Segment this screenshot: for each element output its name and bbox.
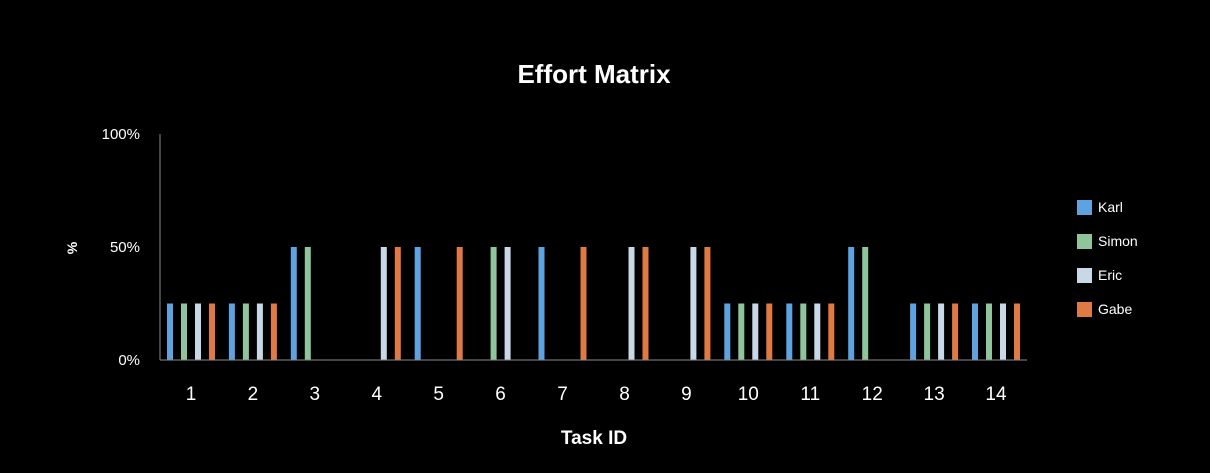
bar-eric-task-6 (504, 247, 511, 360)
legend-label-karl: Karl (1098, 199, 1123, 215)
x-tick-label: 14 (985, 384, 1007, 405)
x-axis-ticks: 1 2 3 4 5 6 7 8 9 10 11 12 13 14 (186, 384, 1007, 405)
bar-plot-area (167, 247, 1020, 360)
bar-eric-task-2 (256, 303, 263, 360)
legend-swatch-simon (1077, 234, 1092, 249)
bar-gabe-task-1 (209, 303, 215, 360)
x-tick-label: 9 (681, 384, 692, 405)
chart-title: Effort Matrix (517, 59, 671, 89)
bar-karl-task-5 (414, 247, 421, 360)
y-axis-ticks: 0% 50% 100% (102, 126, 140, 369)
x-tick-label: 6 (495, 384, 506, 405)
x-tick-label: 4 (372, 384, 383, 405)
x-tick-label: 13 (924, 384, 945, 405)
bar-gabe-task-5 (456, 247, 463, 360)
bar-eric-task-8 (628, 247, 635, 360)
bar-eric-task-14 (1000, 303, 1006, 360)
x-tick-label: 10 (738, 384, 759, 405)
x-axis-title: Task ID (561, 428, 627, 449)
bar-karl-task-1 (167, 303, 173, 360)
x-tick-label: 12 (862, 384, 883, 405)
bar-simon-task-10 (738, 303, 745, 360)
bar-karl-task-11 (786, 303, 793, 360)
legend-label-eric: Eric (1098, 267, 1122, 283)
x-tick-label: 7 (557, 384, 568, 405)
bar-simon-task-14 (986, 303, 992, 360)
x-tick-label: 3 (310, 384, 321, 405)
bar-karl-task-13 (910, 303, 917, 360)
legend-label-simon: Simon (1098, 233, 1138, 249)
bar-gabe-task-8 (642, 247, 649, 360)
bar-eric-task-10 (752, 303, 759, 360)
y-tick-label: 100% (102, 126, 140, 143)
legend-swatch-karl (1077, 200, 1092, 215)
legend-swatch-eric (1077, 268, 1092, 283)
bar-gabe-task-7 (580, 247, 587, 360)
bar-eric-task-9 (690, 247, 697, 360)
bar-eric-task-4 (380, 247, 387, 360)
bar-gabe-task-14 (1014, 303, 1020, 360)
bar-karl-task-3 (290, 247, 297, 360)
bar-karl-task-7 (538, 247, 545, 360)
bar-simon-task-2 (242, 303, 249, 360)
y-tick-label: 50% (110, 239, 140, 256)
x-tick-label: 2 (248, 384, 259, 405)
bar-karl-task-14 (972, 303, 978, 360)
bar-gabe-task-2 (270, 303, 277, 360)
legend-label-gabe: Gabe (1098, 301, 1132, 317)
bar-gabe-task-11 (828, 303, 835, 360)
bar-karl-task-12 (848, 247, 855, 360)
bar-simon-task-1 (181, 303, 187, 360)
y-axis-title: % (64, 241, 80, 254)
y-tick-label: 0% (118, 352, 140, 369)
legend: Karl Simon Eric Gabe (1077, 199, 1138, 317)
x-tick-label: 5 (433, 384, 444, 405)
bar-eric-task-13 (938, 303, 945, 360)
bar-eric-task-11 (814, 303, 821, 360)
x-tick-label: 8 (619, 384, 630, 405)
bar-gabe-task-4 (394, 247, 401, 360)
bar-eric-task-1 (195, 303, 201, 360)
bar-simon-task-6 (490, 247, 497, 360)
bar-karl-task-10 (724, 303, 731, 360)
bar-simon-task-11 (800, 303, 807, 360)
bar-simon-task-13 (924, 303, 931, 360)
bar-gabe-task-10 (766, 303, 773, 360)
bar-gabe-task-13 (952, 303, 959, 360)
x-tick-label: 1 (186, 384, 197, 405)
legend-swatch-gabe (1077, 302, 1092, 317)
x-tick-label: 11 (800, 384, 820, 405)
bar-gabe-task-9 (704, 247, 711, 360)
bar-simon-task-3 (304, 247, 311, 360)
bar-karl-task-2 (228, 303, 235, 360)
bar-simon-task-12 (862, 247, 869, 360)
